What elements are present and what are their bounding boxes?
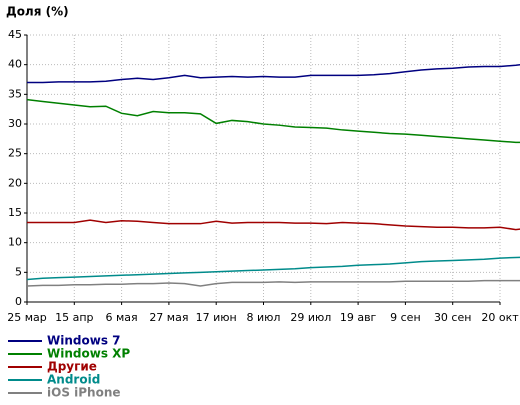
series-line [26, 98, 520, 144]
series-line [26, 256, 520, 281]
x-tick-label: 29 июл [290, 311, 331, 324]
x-tick-label: 8 июл [247, 311, 281, 324]
y-tick-label: 10 [8, 236, 22, 249]
x-tick-label: 30 сен [434, 311, 472, 324]
y-tick-label: 0 [15, 295, 22, 308]
x-tick-label: 19 авг [340, 311, 377, 324]
legend-label: Android [47, 373, 100, 387]
y-tick-label: 5 [15, 265, 22, 278]
x-tick-label: 17 июн [196, 311, 237, 324]
legend-label: iOS iPhone [47, 386, 121, 400]
series-line [27, 219, 520, 231]
chart-title: Доля (%) [6, 5, 69, 19]
x-tick-label: 25 мар [7, 311, 47, 324]
y-tick-label: 35 [8, 87, 22, 100]
y-tick-label: 25 [8, 147, 22, 160]
x-tick-label: 20 окт [481, 311, 519, 324]
y-tick-label: 40 [8, 58, 22, 71]
x-tick-label: 6 мая [106, 311, 138, 324]
x-tick-label: 27 мая [149, 311, 188, 324]
y-tick-label: 15 [8, 206, 22, 219]
y-tick-label: 20 [8, 176, 22, 189]
legend-label: Другие [47, 360, 97, 374]
legend-label: Windows 7 [47, 334, 120, 348]
series-line [27, 64, 520, 84]
x-tick-label: 9 сен [390, 311, 421, 324]
y-tick-label: 45 [8, 28, 22, 41]
series-line [26, 279, 520, 287]
x-tick-label: 15 апр [55, 311, 93, 324]
legend-label: Windows XP [47, 347, 130, 361]
y-tick-label: 30 [8, 117, 22, 130]
